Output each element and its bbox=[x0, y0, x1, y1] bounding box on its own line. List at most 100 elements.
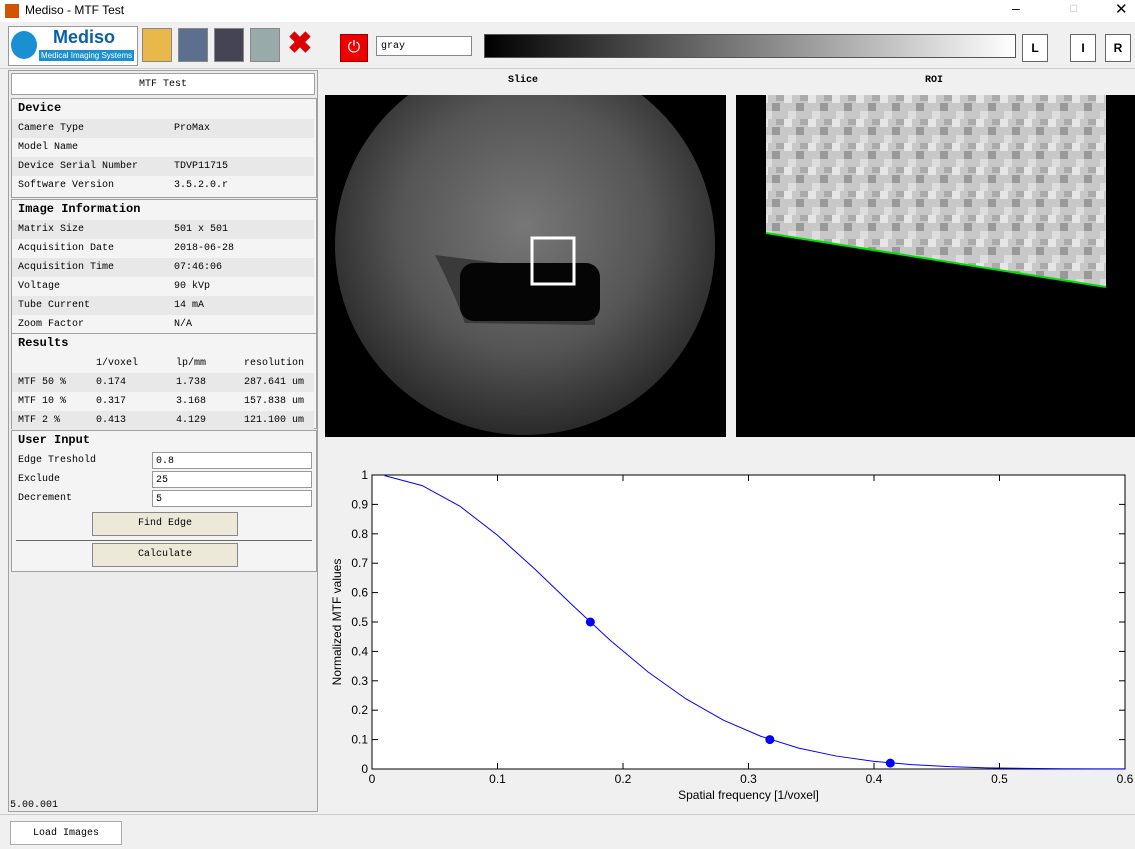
y-tick-label: 0 bbox=[361, 762, 368, 776]
maximize[interactable]: □ bbox=[1070, 1, 1077, 15]
roi-image bbox=[736, 95, 1135, 437]
result-cell: 0.317 bbox=[96, 392, 126, 411]
logo-mark bbox=[11, 31, 37, 59]
result-cell: 1.738 bbox=[176, 373, 206, 392]
separator bbox=[16, 540, 312, 541]
view-button[interactable]: L bbox=[1022, 34, 1048, 62]
result-cell: 4.129 bbox=[176, 411, 206, 430]
close[interactable]: ✕ bbox=[1115, 0, 1128, 18]
info-label: Acquisition Date bbox=[18, 239, 114, 258]
minimize[interactable]: – bbox=[1012, 0, 1020, 16]
result-cell: 121.100 um bbox=[244, 411, 304, 430]
view-button[interactable]: I bbox=[1070, 34, 1096, 62]
version: 5.00.001 bbox=[10, 800, 58, 811]
info-value: ProMax bbox=[174, 119, 210, 138]
colorbar bbox=[484, 34, 1016, 58]
view-button[interactable]: R bbox=[1105, 34, 1131, 62]
db-button[interactable] bbox=[178, 28, 208, 62]
save-button[interactable] bbox=[214, 28, 244, 62]
column-header: lp/mm bbox=[176, 354, 206, 373]
delete-button[interactable]: ✖ bbox=[286, 28, 314, 60]
x-tick-label: 0.2 bbox=[615, 772, 632, 786]
result-cell: 0.413 bbox=[96, 411, 126, 430]
section-heading: Image Information bbox=[18, 202, 140, 216]
result-row: MTF 2 % 0.413 4.129 121.100 um bbox=[12, 411, 314, 430]
logo-sub: Medical Imaging Systems bbox=[39, 50, 134, 61]
y-tick-label: 0.7 bbox=[351, 556, 368, 570]
mtf-point bbox=[586, 618, 595, 627]
app-window: Mediso - MTF Test – □ ✕ Mediso Medical I… bbox=[0, 0, 1135, 848]
info-value: 501 x 501 bbox=[174, 220, 228, 239]
action-button[interactable]: Calculate bbox=[92, 543, 238, 567]
info-value: TDVP11715 bbox=[174, 157, 228, 176]
title-bar: Mediso - MTF Test – □ ✕ bbox=[0, 0, 1135, 22]
info-label: Software Version bbox=[18, 176, 114, 195]
x-tick-label: 0.3 bbox=[740, 772, 757, 786]
input-label: Exclude bbox=[18, 470, 60, 489]
info-row: Device Serial Number TDVP11715 bbox=[12, 157, 314, 176]
column-header: resolution bbox=[244, 354, 304, 373]
column-header: 1/voxel bbox=[96, 354, 138, 373]
section-heading: Results bbox=[18, 336, 68, 350]
action-button[interactable]: Find Edge bbox=[92, 512, 238, 536]
info-label: Voltage bbox=[18, 277, 60, 296]
roi-title: ROI bbox=[925, 75, 943, 86]
input-field[interactable]: 25 bbox=[152, 471, 312, 488]
input-field[interactable]: 0.8 bbox=[152, 452, 312, 469]
tab-bar: Load Images bbox=[0, 814, 1135, 849]
result-cell: 157.838 um bbox=[244, 392, 304, 411]
y-tick-label: 0.1 bbox=[351, 733, 368, 747]
y-tick-label: 0.5 bbox=[351, 615, 368, 629]
x-tick-label: 0 bbox=[369, 772, 376, 786]
section-heading: User Input bbox=[18, 433, 90, 447]
x-tick-label: 0.4 bbox=[866, 772, 883, 786]
print-button[interactable] bbox=[250, 28, 280, 62]
app-icon bbox=[5, 4, 19, 18]
info-row: Model Name bbox=[12, 138, 314, 157]
input-field[interactable]: 5 bbox=[152, 490, 312, 507]
insert-hole bbox=[460, 263, 600, 321]
y-axis-label: Normalized MTF values bbox=[330, 559, 344, 686]
y-tick-label: 0.2 bbox=[351, 703, 368, 717]
info-label: Model Name bbox=[18, 138, 78, 157]
y-tick-label: 0.3 bbox=[351, 674, 368, 688]
panel-title: MTF Test bbox=[11, 73, 315, 95]
slice-title: Slice bbox=[508, 75, 538, 86]
result-cell: MTF 2 % bbox=[18, 411, 60, 430]
y-tick-label: 1 bbox=[361, 468, 368, 482]
mtf-point bbox=[886, 759, 895, 768]
section-heading: Device bbox=[18, 101, 61, 115]
info-value: 14 mA bbox=[174, 296, 204, 315]
logo-text: Mediso bbox=[53, 27, 115, 48]
info-value: N/A bbox=[174, 315, 192, 334]
x-axis-label: Spatial frequency [1/voxel] bbox=[678, 788, 819, 802]
power-button[interactable]: ⏻ bbox=[340, 34, 368, 62]
mtf-point bbox=[765, 735, 774, 744]
info-label: Device Serial Number bbox=[18, 157, 138, 176]
y-tick-label: 0.8 bbox=[351, 527, 368, 541]
x-tick-label: 0.5 bbox=[991, 772, 1008, 786]
tab[interactable]: Load Images bbox=[10, 821, 122, 845]
input-row: Exclude 25 bbox=[12, 470, 314, 489]
x-tick-label: 0.6 bbox=[1117, 772, 1134, 786]
section: Device Camere TypeProMaxModel NameDevice … bbox=[11, 98, 317, 198]
open-button[interactable] bbox=[142, 28, 172, 62]
y-tick-label: 0.6 bbox=[351, 586, 368, 600]
y-tick-label: 0.4 bbox=[351, 644, 368, 658]
colormap-select[interactable]: gray bbox=[376, 36, 472, 56]
result-cell: 287.641 um bbox=[244, 373, 304, 392]
info-value: 07:46:06 bbox=[174, 258, 222, 277]
